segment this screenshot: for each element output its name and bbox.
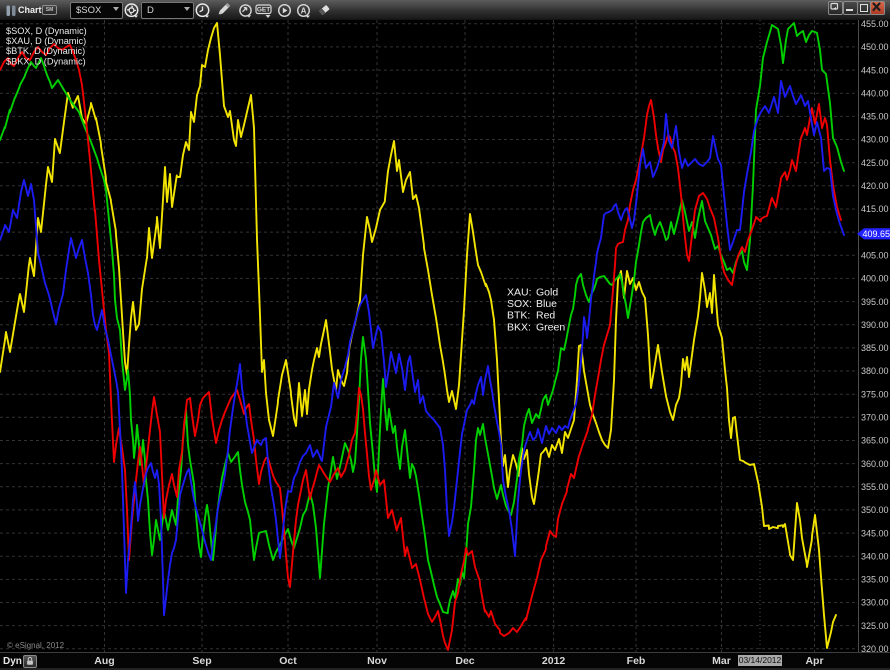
svg-text:365.00: 365.00: [861, 436, 889, 446]
svg-text:A: A: [301, 6, 307, 15]
svg-text:415.00: 415.00: [861, 204, 889, 214]
svg-text:$BTK, D (Dynamic): $BTK, D (Dynamic): [6, 46, 85, 56]
svg-text:380.00: 380.00: [861, 366, 889, 376]
svg-text:430.00: 430.00: [861, 135, 889, 145]
svg-text:455.00: 455.00: [861, 20, 889, 29]
svg-text:340.00: 340.00: [861, 551, 889, 561]
svg-text:© eSignal, 2012: © eSignal, 2012: [7, 641, 65, 650]
svg-text:409.65: 409.65: [863, 229, 890, 239]
svg-text:355.00: 355.00: [861, 482, 889, 492]
svg-text:335.00: 335.00: [861, 575, 889, 585]
svg-text:Green: Green: [536, 321, 565, 333]
svg-text:405.00: 405.00: [861, 251, 889, 261]
svg-text:390.00: 390.00: [861, 320, 889, 330]
svg-text:445.00: 445.00: [861, 65, 889, 75]
svg-text:Gold: Gold: [536, 287, 558, 299]
svg-text:395.00: 395.00: [861, 297, 889, 307]
svg-text:330.00: 330.00: [861, 598, 889, 608]
svg-text:XAU:: XAU:: [507, 287, 532, 299]
svg-text:345.00: 345.00: [861, 528, 889, 538]
svg-text:$SOX, D (Dynamic): $SOX, D (Dynamic): [6, 26, 87, 36]
svg-text:440.00: 440.00: [861, 88, 889, 98]
svg-text:350.00: 350.00: [861, 505, 889, 515]
svg-text:BTK:: BTK:: [507, 310, 530, 322]
svg-text:435.00: 435.00: [861, 112, 889, 122]
svg-text:425.00: 425.00: [861, 158, 889, 168]
svg-text:SOX:: SOX:: [507, 298, 532, 310]
svg-text:370.00: 370.00: [861, 413, 889, 423]
svg-text:420.00: 420.00: [861, 181, 889, 191]
svg-text:325.00: 325.00: [861, 621, 889, 631]
svg-text:320.00: 320.00: [861, 644, 889, 652]
svg-text:Blue: Blue: [536, 298, 557, 310]
svg-text:$XAU, D (Dynamic): $XAU, D (Dynamic): [6, 36, 86, 46]
svg-text:450.00: 450.00: [861, 42, 889, 52]
svg-text:375.00: 375.00: [861, 389, 889, 399]
svg-text:GET: GET: [257, 7, 270, 14]
svg-text:BKX:: BKX:: [507, 321, 531, 333]
svg-text:385.00: 385.00: [861, 343, 889, 353]
svg-text:$BKX, D (Dynamic): $BKX, D (Dynamic): [6, 56, 86, 66]
svg-text:Red: Red: [536, 310, 555, 322]
svg-text:400.00: 400.00: [861, 274, 889, 284]
svg-text:360.00: 360.00: [861, 459, 889, 469]
